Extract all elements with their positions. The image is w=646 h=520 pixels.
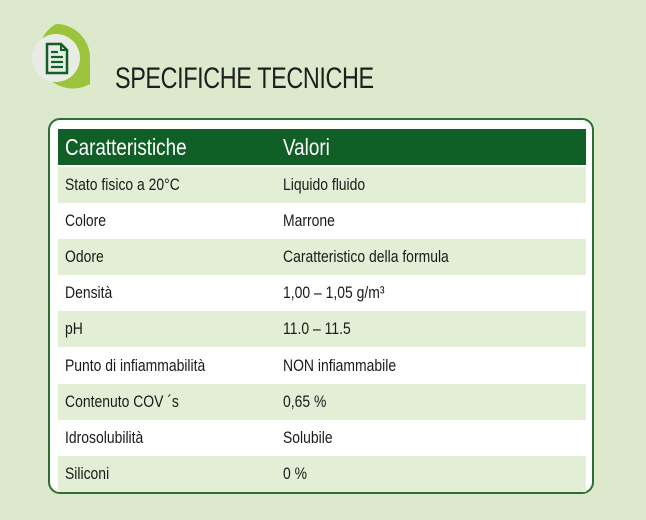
header-values: Valori [283,133,330,160]
row-label: Densità [65,283,113,303]
table-row: Densità 1,00 – 1,05 g/m³ [58,275,586,311]
table-row: Stato fisico a 20°C Liquido fluido [58,167,586,204]
specs-table: Caratteristiche Valori Stato fisico a 20… [58,129,586,492]
row-label: Stato fisico a 20°C [65,175,180,195]
table-row: Contenuto COV ´s 0,65 % [58,383,586,420]
header-characteristics: Caratteristiche [65,133,187,160]
row-value: NON infiammabile [283,355,397,375]
table-row: Colore Marrone [58,203,586,239]
row-value: 1,00 – 1,05 g/m³ [283,283,385,303]
row-value: Marrone [283,211,335,231]
table-row: Siliconi 0 % [58,455,586,492]
row-label: Punto di infiammabilità [65,355,206,375]
row-value: 11.0 – 11.5 [283,319,351,339]
row-label: Siliconi [65,463,110,483]
table-row: Punto di infiammabilità NON infiammabile [58,347,586,383]
table-row: Idrosolubilità Solubile [58,420,586,456]
row-label: Colore [65,211,107,231]
page-title: SPECIFICHE TECNICHE [115,62,374,95]
row-value: Solubile [283,427,333,447]
row-label: pH [65,319,83,339]
row-value: Liquido fluido [283,175,366,195]
table-row: Odore Caratteristico della formula [58,239,586,276]
table-header: Caratteristiche Valori [58,129,586,165]
row-label: Odore [65,247,104,267]
row-label: Contenuto COV ´s [65,391,179,411]
specs-card: Caratteristiche Valori Stato fisico a 20… [48,118,594,494]
document-icon [20,22,92,94]
row-label: Idrosolubilità [65,427,144,447]
row-value: Caratteristico della formula [283,247,449,267]
row-value: 0 % [283,463,308,483]
table-row: pH 11.0 – 11.5 [58,311,586,348]
row-value: 0,65 % [283,391,327,411]
